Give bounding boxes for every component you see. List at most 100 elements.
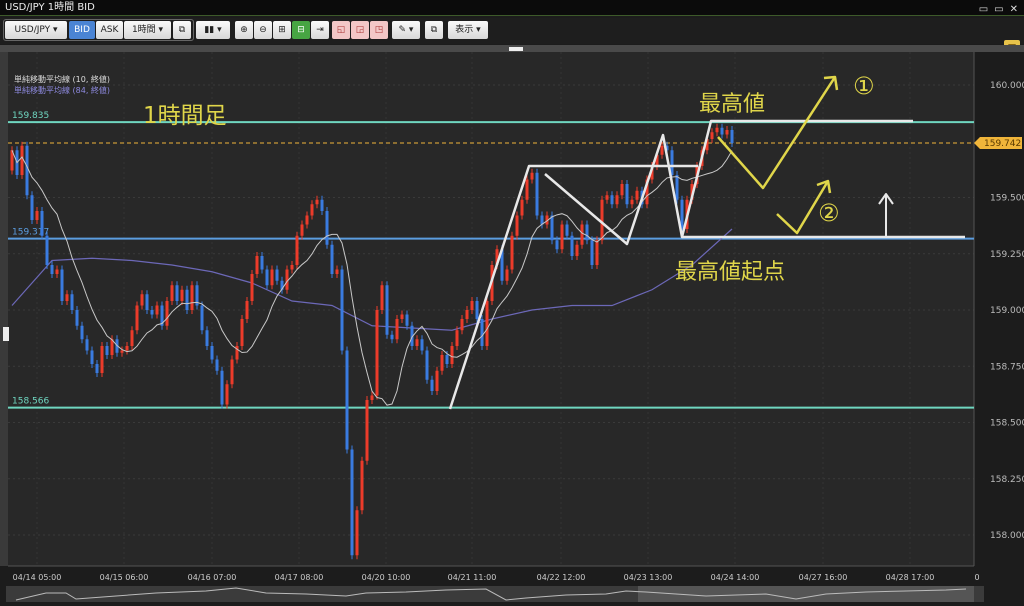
y-tick-label: 158.250 bbox=[990, 475, 1024, 485]
x-tick-label: 04/20 10:00 bbox=[362, 573, 411, 582]
candle-body bbox=[190, 285, 194, 310]
annotation-wave-line bbox=[544, 119, 913, 246]
shift-icon[interactable]: ⇥ bbox=[311, 21, 329, 39]
ask-button[interactable]: ASK bbox=[96, 21, 123, 39]
candle bbox=[540, 211, 544, 229]
candle bbox=[85, 335, 89, 355]
candle bbox=[430, 375, 434, 395]
legend-sma84: 単純移動平均線 (84, 終値) bbox=[14, 86, 111, 95]
candle-body bbox=[585, 224, 589, 241]
fit-icon[interactable]: ⊞ bbox=[273, 21, 291, 39]
candle-body bbox=[675, 175, 679, 200]
legend-sma10: 単純移動平均線 (10, 終値) bbox=[14, 75, 111, 84]
candle bbox=[280, 276, 284, 294]
zoom-in-icon[interactable]: ⊕ bbox=[235, 21, 253, 39]
candle-body bbox=[560, 224, 564, 250]
candlestick-chart[interactable]: 160.000 159.500 159.250 159.000 158.750 158.5… bbox=[0, 52, 1024, 586]
y-tick-label: 158.000 bbox=[990, 531, 1024, 541]
candle bbox=[390, 330, 394, 344]
candle bbox=[320, 195, 324, 215]
fit-active-icon[interactable]: ⊟ bbox=[292, 21, 310, 39]
candle bbox=[730, 126, 734, 148]
candle bbox=[220, 366, 224, 409]
candle-body bbox=[55, 269, 59, 274]
zoom-out-icon[interactable]: ⊖ bbox=[254, 21, 272, 39]
candle bbox=[225, 380, 229, 409]
chart-type-select[interactable]: ▮▮ ▾ bbox=[196, 21, 230, 39]
candle bbox=[335, 265, 339, 278]
candle bbox=[440, 351, 444, 375]
candle-body bbox=[95, 364, 99, 373]
left-scroll-handle bbox=[3, 327, 9, 341]
candle bbox=[255, 252, 259, 278]
close-icon[interactable]: ✕ bbox=[1009, 4, 1018, 15]
link-icon[interactable]: ⧉ bbox=[173, 21, 191, 39]
candle bbox=[90, 346, 94, 368]
candle-body bbox=[385, 285, 389, 335]
candle bbox=[325, 207, 329, 249]
symbol-select[interactable]: USD/JPY ▾ bbox=[5, 21, 67, 39]
candle-body bbox=[180, 289, 184, 301]
annotation-rise-line bbox=[448, 164, 698, 410]
candle bbox=[70, 290, 74, 314]
candle-body bbox=[460, 319, 464, 331]
snapshot-icon[interactable]: ⧉ bbox=[425, 21, 443, 39]
x-tick-label: 04/23 13:00 bbox=[624, 573, 673, 582]
candle-body bbox=[205, 330, 209, 346]
candle-body bbox=[105, 346, 109, 355]
draw-tool-1-icon[interactable]: ◱ bbox=[332, 21, 350, 39]
navigator-window[interactable] bbox=[638, 586, 974, 602]
candle-body bbox=[525, 179, 529, 200]
candle bbox=[560, 220, 564, 254]
candle-body bbox=[10, 150, 14, 171]
candle bbox=[720, 123, 724, 139]
candle bbox=[200, 301, 204, 335]
candle-body bbox=[660, 145, 664, 155]
candle-body bbox=[710, 132, 714, 139]
candle bbox=[295, 231, 299, 269]
candle bbox=[65, 290, 69, 305]
scrollbar-thumb[interactable] bbox=[509, 47, 523, 51]
candle-body bbox=[255, 256, 259, 274]
display-menu[interactable]: 表示 ▾ bbox=[448, 21, 488, 39]
candle-body bbox=[575, 244, 579, 256]
candle bbox=[385, 281, 389, 339]
candle bbox=[245, 297, 249, 323]
bid-button[interactable]: BID bbox=[69, 21, 95, 39]
candle-body bbox=[540, 215, 544, 225]
navigator-overview[interactable] bbox=[6, 586, 984, 602]
candle bbox=[660, 141, 664, 159]
candle-body bbox=[450, 346, 454, 364]
candle-body bbox=[175, 285, 179, 301]
candle-body bbox=[70, 294, 74, 310]
scenario-1-label: ① bbox=[853, 72, 875, 100]
scenario-2-arrowhead-icon bbox=[816, 179, 832, 194]
candle-body bbox=[355, 510, 359, 556]
candle-body bbox=[530, 172, 534, 180]
candle-body bbox=[130, 330, 134, 346]
maximize-icon[interactable]: ▭ bbox=[994, 4, 1004, 15]
candle-body bbox=[720, 127, 724, 135]
x-tick-label: 04/21 11:00 bbox=[448, 573, 497, 582]
candle-body bbox=[280, 280, 284, 290]
draw-tool-2-icon[interactable]: ◲ bbox=[351, 21, 369, 39]
minimize-icon[interactable]: ▭ bbox=[978, 4, 989, 15]
candle bbox=[270, 265, 274, 290]
candle-body bbox=[210, 346, 214, 360]
x-tick-label: 04/16 07:00 bbox=[188, 573, 237, 582]
timeframe-select[interactable]: 1時間 ▾ bbox=[124, 21, 171, 39]
candle bbox=[380, 281, 384, 314]
horizontal-line-label: 159.317 bbox=[12, 228, 49, 238]
draw-tool-3-icon[interactable]: ◳ bbox=[370, 21, 388, 39]
candle-body bbox=[165, 301, 169, 326]
candle bbox=[305, 211, 309, 229]
sma84-line bbox=[11, 228, 733, 331]
candle-body bbox=[630, 199, 634, 205]
candle bbox=[205, 326, 209, 350]
pen-select[interactable]: ✎ ▾ bbox=[392, 21, 420, 39]
candle bbox=[75, 306, 79, 330]
candle-body bbox=[400, 314, 404, 319]
candle bbox=[515, 211, 519, 240]
candle bbox=[240, 315, 244, 350]
candle bbox=[405, 310, 409, 330]
